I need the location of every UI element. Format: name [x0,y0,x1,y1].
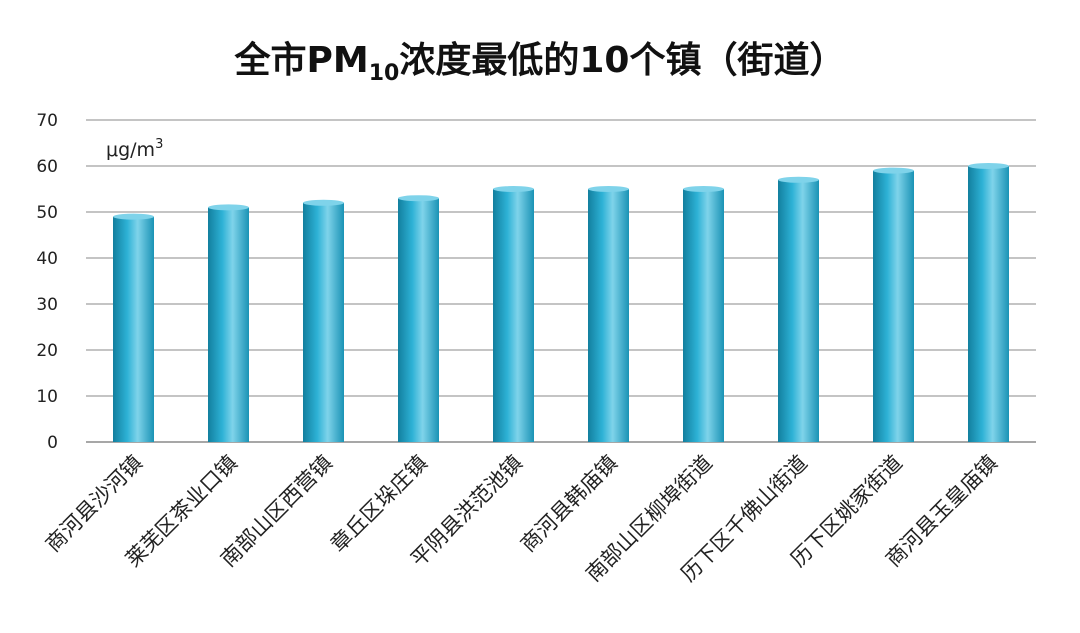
bar-top-cap [683,186,724,192]
unit-main: μg/m [106,139,155,161]
bar-top-cap [398,195,439,202]
bar-top-cap [778,176,819,183]
y-tick-label: 50 [36,203,58,223]
y-tick-label: 20 [36,341,58,361]
y-axis-ticks: 0 10 20 30 40 50 60 70 [36,111,58,453]
category-label: 商河县沙河镇 [41,451,147,557]
bar [968,166,1009,442]
title-part-before: 全市PM [234,39,369,81]
unit-label: μg/m3 [106,137,163,161]
bar-top-cap [873,167,914,174]
bar-top-cap [493,186,534,192]
bar-top-cap [968,163,1009,169]
bar [398,198,439,442]
y-tick-label: 40 [36,249,58,269]
y-tick-label: 0 [47,433,58,453]
category-label: 商河县韩庙镇 [516,451,622,557]
bar [208,207,249,442]
y-tick-label: 60 [36,157,58,177]
title-part-after: 浓度最低的10个镇（街道） [399,40,845,81]
y-tick-label: 70 [36,111,58,131]
bar [493,189,534,442]
bar-top-cap [208,204,249,211]
bar [303,202,344,442]
bar-top-cap [303,199,344,206]
bar-top-cap [588,186,629,192]
chart-title: 全市PM10浓度最低的10个镇（街道） [234,39,846,86]
x-axis-categories: 商河县沙河镇莱芜区茶业口镇南部山区西营镇章丘区垛庄镇平阴县洪范池镇商河县韩庙镇南… [41,451,1002,587]
bar [588,189,629,442]
bar [113,216,154,442]
title-subscript: 10 [369,61,400,86]
y-tick-label: 30 [36,295,58,315]
bar [683,189,724,442]
unit-superscript: 3 [155,137,163,152]
category-label: 章丘区垛庄镇 [326,451,432,557]
bars [113,163,1009,443]
bar [778,179,819,443]
bar [873,170,914,442]
y-tick-label: 10 [36,387,58,407]
bar-top-cap [113,213,154,220]
